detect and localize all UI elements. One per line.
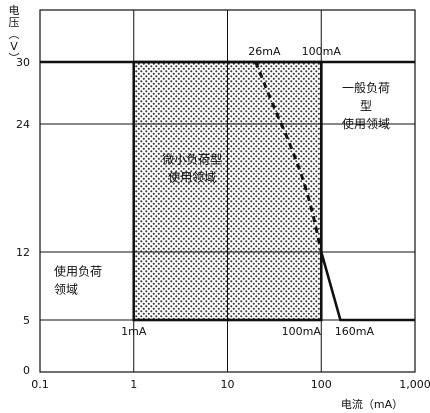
- y-axis-label-char: ︵: [9, 28, 20, 41]
- y-tick-label: 0: [23, 364, 30, 377]
- y-axis-ticks: 0 5 12 24 30: [16, 56, 30, 377]
- y-axis-label-char: V: [10, 40, 18, 53]
- y-tick-label: 5: [23, 314, 30, 327]
- annotation-label: 100mA: [282, 325, 322, 338]
- annotation-label: 1mA: [121, 325, 147, 338]
- x-tick-label: 1: [130, 378, 137, 391]
- y-axis-label-char: 压: [9, 16, 20, 29]
- annotation-label: 100mA: [302, 45, 342, 58]
- micro-load-border: [132, 60, 323, 322]
- general-load-region-label: 一般负荷型使用领域: [342, 80, 390, 131]
- x-axis-ticks: 0.1 1 10 100 1,000: [31, 378, 430, 391]
- annotation-label: 160mA: [335, 325, 375, 338]
- annotation-label: 26mA: [248, 45, 281, 58]
- x-tick-label: 10: [221, 378, 235, 391]
- y-axis-label-char: 电: [9, 4, 20, 17]
- micro-load-region-label: 微小负荷型使用领域: [162, 152, 222, 184]
- y-axis-label-char: ︶: [9, 52, 20, 65]
- y-tick-label: 30: [16, 56, 30, 69]
- dashed-curve: [254, 61, 323, 253]
- usage-load-region-label: 使用负荷领域: [54, 263, 102, 296]
- annotations: 26mA 100mA 1mA 100mA 160mA: [121, 45, 374, 338]
- y-tick-label: 24: [16, 118, 30, 131]
- x-tick-label: 1,000: [399, 378, 430, 391]
- x-tick-label: 100: [311, 378, 332, 391]
- x-tick-label: 0.1: [31, 378, 49, 391]
- x-axis-label: 电流（mA）: [341, 397, 403, 411]
- y-tick-label: 12: [16, 246, 30, 259]
- y-axis-label: 电压︵V︶: [9, 4, 20, 65]
- grid: [39, 9, 416, 373]
